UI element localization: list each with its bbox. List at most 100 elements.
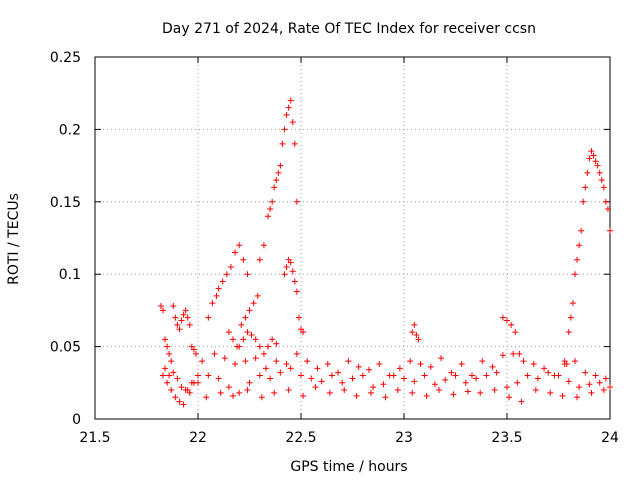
data-point bbox=[252, 336, 259, 343]
data-point bbox=[209, 300, 216, 307]
data-point bbox=[195, 379, 201, 386]
data-point bbox=[607, 227, 613, 234]
data-point bbox=[275, 169, 282, 176]
y-axis-title: ROTI / TECUs bbox=[6, 193, 22, 285]
data-point bbox=[164, 379, 171, 386]
data-point bbox=[421, 372, 428, 379]
data-point bbox=[240, 336, 247, 343]
data-point bbox=[598, 177, 605, 184]
data-point bbox=[423, 392, 430, 399]
data-point bbox=[273, 177, 280, 184]
data-point bbox=[370, 384, 377, 391]
data-point bbox=[213, 292, 220, 299]
x-tick-label: 22.5 bbox=[285, 430, 316, 446]
data-point bbox=[504, 317, 510, 324]
data-point bbox=[479, 358, 486, 365]
data-point bbox=[166, 372, 173, 379]
data-point bbox=[180, 311, 187, 318]
data-point bbox=[281, 271, 288, 278]
data-point bbox=[172, 394, 179, 401]
data-point bbox=[462, 379, 469, 386]
data-point bbox=[203, 394, 210, 401]
data-point bbox=[178, 384, 185, 391]
data-point bbox=[458, 360, 465, 367]
data-point bbox=[594, 162, 601, 169]
data-point bbox=[244, 329, 251, 336]
data-point bbox=[592, 158, 599, 165]
data-point bbox=[382, 394, 389, 401]
data-point bbox=[489, 363, 496, 370]
data-point bbox=[571, 271, 578, 278]
data-point bbox=[238, 321, 245, 328]
data-point bbox=[164, 343, 171, 350]
x-tick-label: 21.5 bbox=[79, 430, 110, 446]
data-point bbox=[184, 314, 191, 321]
data-point bbox=[295, 314, 302, 321]
data-point bbox=[244, 271, 251, 278]
data-point bbox=[464, 388, 471, 395]
data-point bbox=[277, 162, 284, 169]
data-point bbox=[186, 321, 193, 328]
data-point bbox=[314, 365, 321, 372]
data-point bbox=[283, 263, 290, 270]
data-point bbox=[205, 372, 212, 379]
y-tick-label: 0.05 bbox=[50, 340, 81, 356]
chart-title: Day 271 of 2024, Rate Of TEC Index for r… bbox=[162, 21, 536, 37]
data-point bbox=[565, 329, 572, 336]
data-point bbox=[450, 391, 457, 398]
data-point bbox=[407, 358, 414, 365]
data-point bbox=[415, 336, 422, 343]
data-point bbox=[584, 169, 591, 176]
data-point bbox=[339, 379, 346, 386]
data-point bbox=[182, 387, 189, 394]
data-point bbox=[565, 378, 572, 385]
data-point bbox=[600, 184, 607, 191]
y-tick-label: 0.2 bbox=[59, 122, 81, 138]
data-point bbox=[590, 152, 597, 159]
data-point bbox=[499, 352, 506, 359]
data-point bbox=[574, 394, 581, 401]
data-point bbox=[602, 375, 609, 382]
data-point bbox=[530, 360, 537, 367]
x-tick-label: 24 bbox=[601, 430, 619, 446]
data-point bbox=[600, 387, 607, 394]
data-point bbox=[534, 375, 541, 382]
data-point bbox=[512, 329, 519, 336]
data-point bbox=[304, 358, 311, 365]
axis-ticks: 21.5 22 22.5 23 23.5 24 0 0.05 0.1 0.15 0.2 0.25 bbox=[50, 50, 619, 446]
data-point bbox=[223, 271, 230, 278]
data-point bbox=[215, 375, 222, 382]
data-point bbox=[506, 394, 513, 401]
x-axis-title: GPS time / hours bbox=[290, 459, 407, 475]
data-point bbox=[211, 350, 218, 357]
data-point bbox=[582, 184, 589, 191]
data-point bbox=[308, 375, 315, 382]
data-point bbox=[199, 358, 206, 365]
data-point bbox=[300, 329, 307, 336]
data-point bbox=[578, 227, 585, 234]
data-point bbox=[411, 321, 418, 328]
data-point bbox=[596, 169, 603, 176]
data-point bbox=[588, 148, 595, 155]
data-point bbox=[607, 384, 613, 391]
data-point bbox=[244, 387, 251, 394]
data-point bbox=[162, 336, 169, 343]
data-point bbox=[499, 314, 506, 321]
data-point bbox=[586, 381, 593, 388]
data-point bbox=[355, 363, 362, 370]
data-point bbox=[541, 365, 548, 372]
data-point bbox=[265, 343, 272, 350]
data-point bbox=[195, 372, 201, 379]
data-point bbox=[473, 375, 480, 382]
data-point bbox=[260, 350, 267, 357]
data-point bbox=[571, 358, 578, 365]
data-point bbox=[205, 314, 212, 321]
data-point bbox=[236, 389, 243, 396]
data-point bbox=[287, 365, 294, 372]
data-point bbox=[258, 394, 265, 401]
data-point bbox=[368, 389, 375, 396]
data-point bbox=[277, 369, 284, 376]
data-point bbox=[545, 369, 552, 376]
data-point bbox=[563, 360, 570, 367]
data-point bbox=[242, 358, 249, 365]
